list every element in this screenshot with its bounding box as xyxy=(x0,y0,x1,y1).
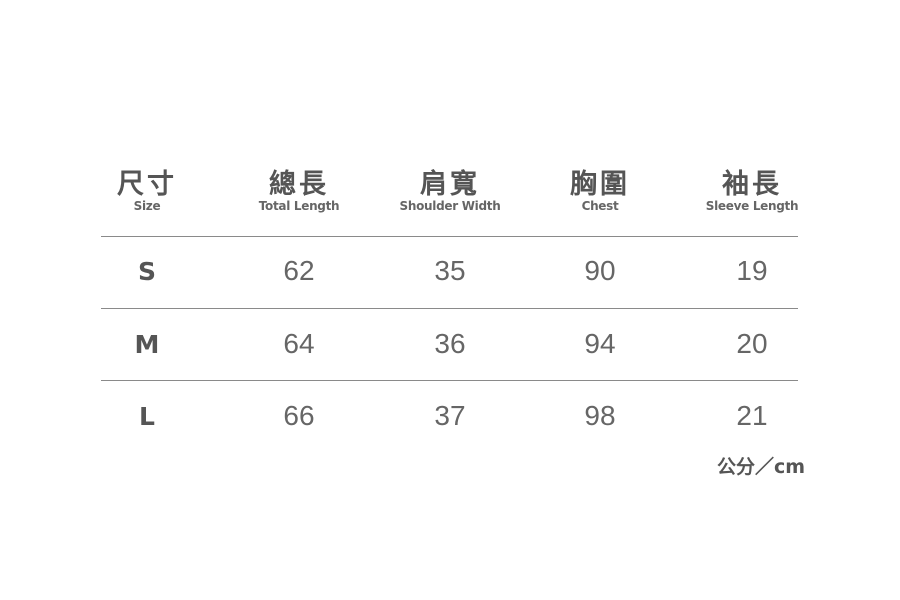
column-header-en: Chest xyxy=(581,199,619,213)
measurement-cell: 21 xyxy=(736,400,768,431)
row-divider xyxy=(101,308,798,309)
measurement-cell: 62 xyxy=(283,255,315,286)
column-header-en: Sleeve Length xyxy=(705,199,799,213)
column-header-zh: 袖長 xyxy=(722,169,782,200)
row-divider xyxy=(101,380,798,381)
column-header-zh: 尺寸 xyxy=(117,169,177,200)
measurement-cell: 90 xyxy=(584,255,616,286)
measurement-cell: 35 xyxy=(434,255,466,286)
size-label: L xyxy=(139,402,155,431)
column-header-zh: 胸圍 xyxy=(570,169,630,200)
size-label: S xyxy=(137,257,156,286)
column-header-en: Size xyxy=(133,199,161,213)
measurement-cell: 20 xyxy=(736,328,768,359)
measurement-cell: 19 xyxy=(736,255,768,286)
measurement-cell: 94 xyxy=(584,328,616,359)
measurement-cell: 36 xyxy=(434,328,466,359)
size-label: M xyxy=(134,330,160,359)
column-header-en: Shoulder Width xyxy=(399,199,501,213)
column-header-zh: 肩寬 xyxy=(420,169,480,200)
column-header-zh: 總長 xyxy=(269,169,329,200)
unit-label: 公分／cm xyxy=(716,456,805,478)
measurement-cell: 64 xyxy=(283,328,315,359)
row-divider xyxy=(101,236,798,237)
column-header-en: Total Length xyxy=(258,199,340,213)
measurement-cell: 98 xyxy=(584,400,616,431)
measurement-cell: 66 xyxy=(283,400,315,431)
measurement-cell: 37 xyxy=(434,400,466,431)
